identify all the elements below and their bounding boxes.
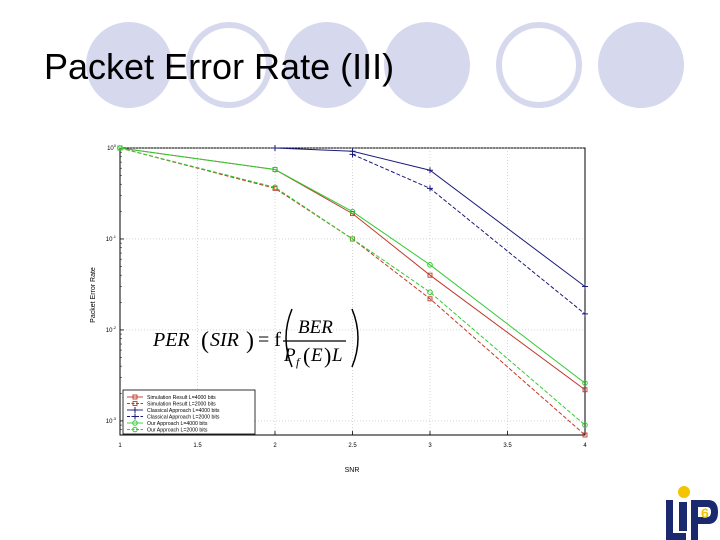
series-line-3 [274,147,586,287]
formula-big-paren-left [285,308,293,368]
decor-circle-6 [598,22,684,108]
series-6-point [117,145,123,151]
series-2-point [427,296,433,302]
formula-arg: SIR [210,329,239,351]
series-6-point [349,236,356,242]
formula-lhs: PER [152,329,190,351]
y-tick-label: 10-2 [106,325,117,334]
y-tick-label: 10-1 [106,234,117,243]
series-4-point [349,151,356,158]
y-tick-label: 10-3 [106,416,117,425]
legend-marker [132,401,138,406]
series-markers [117,145,588,438]
legend-marker [132,413,138,420]
lip-logo [666,486,718,540]
legend-entry-label: Our Approach L=2000 bits [147,428,208,434]
x-tick-label: 2 [273,443,277,449]
series-3-point [427,167,433,174]
decor-circle-3 [284,22,370,108]
y-axis-label: Packet Error Rate [90,267,97,323]
decor-circle-2 [186,22,272,108]
x-tick-label: 1 [118,443,122,449]
formula-denom-paren-open: ( [303,343,310,368]
legend-marker [132,407,138,413]
legend-marker [132,426,138,433]
legend-entry-label: Simulation Result L=4000 bits [147,395,216,401]
legend-entries: Simulation Result L=4000 bitsSimulation … [127,394,220,434]
formula-paren-open: ( [201,328,209,354]
x-axis-label: SNR [345,467,360,474]
series-6-point [272,184,278,191]
series-5-point [349,208,356,215]
formula-big-paren-right [351,308,359,368]
formula-denom-sub: f [296,355,301,369]
y-tick-label: 100 [107,143,117,152]
legend-entry-label: Classical Approach L=4000 bits [147,408,220,414]
series-1-point [427,272,433,278]
formula-paren-close: ) [246,328,254,354]
grid [120,147,585,435]
legend-box [122,389,256,435]
decor-circle-4 [384,22,470,108]
series-1-point [350,211,355,217]
series-4-point [582,310,588,317]
legend-entry-label: Classical Approach L=2000 bits [147,415,220,421]
formula-numerator: BER [298,317,333,338]
decor-circle-1 [86,22,172,108]
x-tick-label: 3.5 [503,443,512,449]
series-6-point [582,422,588,428]
logo-l-stem [666,500,673,540]
series-6-point [427,289,433,295]
page-title: Packet Error Rate (III) [44,46,395,87]
series-5-point [272,166,278,173]
x-tick-label: 3 [428,443,432,449]
logo-p-bowl [698,500,718,524]
logo-p-stem [691,500,698,540]
formula-denom-arg: E [310,345,323,366]
formula-denom-l: L [331,345,343,366]
formula-eq: = f [258,329,281,351]
per-chart: 1 1.5 2 2.5 3 3.5 4 100 10-1 10-2 10-3 SNR Packet … [78,135,598,480]
logo-l-foot [666,533,686,540]
series-line-6 [119,147,586,426]
legend-entry-label: Simulation Result L=2000 bits [147,402,216,408]
chart-legend: Simulation Result L=4000 bitsSimulation … [122,389,256,435]
series-3-point [272,145,278,151]
per-chart-svg: 1 1.5 2 2.5 3 3.5 4 100 10-1 10-2 10-3 SNR Packet … [90,143,588,474]
logo-i [679,502,687,531]
legend-marker [132,420,138,426]
series-4-point [427,185,433,192]
per-formula: PER ( SIR ) = f BER P f ( E ) L [152,308,359,369]
series-2-point [582,432,588,438]
x-tick-label: 2.5 [348,443,357,449]
formula-denom-paren-close: ) [324,343,331,368]
series-3-point [582,283,588,290]
x-tick-label: 4 [583,443,587,449]
series-5-point [582,380,588,386]
formula-denom-p: P [283,345,296,366]
slide-number: 6 [701,505,709,521]
x-tick-label: 1.5 [193,443,202,449]
legend-marker [132,394,138,400]
series-5-point [427,262,433,268]
series-1-point [582,387,588,393]
decor-circle-5 [496,22,582,108]
logo-dot [678,486,690,498]
legend-entry-label: Our Approach L=4000 bits [147,421,208,427]
